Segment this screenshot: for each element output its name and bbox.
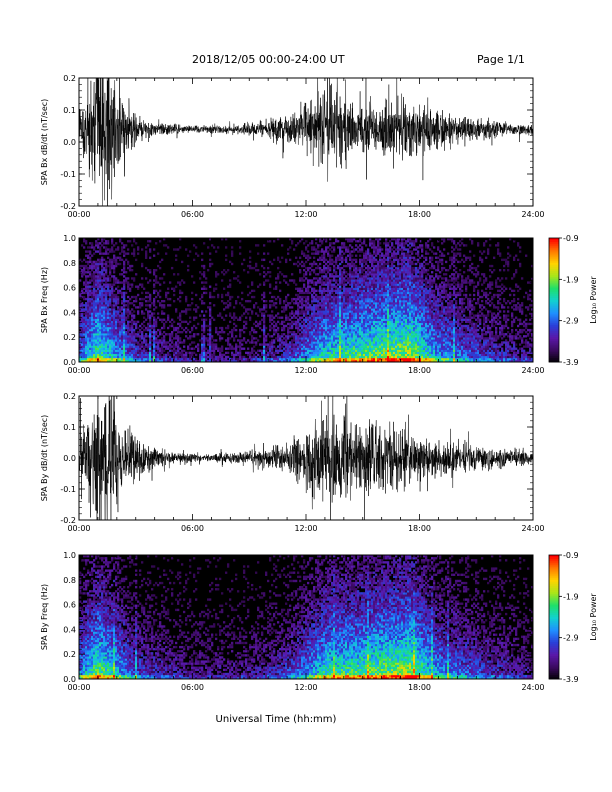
- y-tick-label: 0.8: [63, 259, 76, 268]
- x-tick-label: 18:00: [408, 210, 431, 219]
- panel-1-trace: [79, 78, 533, 206]
- colorbar-frame: [548, 237, 560, 363]
- x-axis-label: Universal Time (hh:mm): [216, 714, 337, 725]
- page-title: 2018/12/05 00:00-24:00 UT: [192, 53, 345, 66]
- colorbar-tick-label: -1.9: [563, 592, 579, 601]
- panel-4-spectrogram: [79, 555, 534, 680]
- x-tick-label: 24:00: [521, 524, 544, 533]
- x-tick-label: 06:00: [181, 524, 204, 533]
- x-tick-label: 24:00: [521, 366, 544, 375]
- y-tick-label: 1.0: [63, 551, 76, 560]
- x-tick-label: 06:00: [181, 366, 204, 375]
- y-tick-label: 0.4: [63, 308, 76, 317]
- y-axis-label: SPA By Freq (Hz): [40, 584, 49, 650]
- y-tick-label: 0.2: [63, 650, 76, 659]
- x-tick-label: 00:00: [67, 524, 90, 533]
- panel-1-axes: 00:00 06:00 12:00 18:00 24:00 0.2 0.1 0.0 -0.1 -0…: [40, 74, 545, 219]
- y-tick-label: 0.2: [63, 392, 76, 401]
- y-axis-label: SPA By dB/dt (nT/sec): [40, 415, 49, 502]
- x-tick-label: 12:00: [294, 210, 317, 219]
- colorbar-tick-label: -0.9: [563, 551, 579, 560]
- page-number: Page 1/1: [477, 53, 525, 66]
- x-tick-label: 18:00: [408, 524, 431, 533]
- colorbar-label: Log₁₀ Power: [589, 593, 598, 641]
- x-tick-label: 12:00: [294, 524, 317, 533]
- panel-2-axes: 00:00 06:00 12:00 18:00 24:00 1.0 0.8 0.6 0.4 0.2…: [40, 234, 545, 375]
- x-tick-label: 00:00: [67, 210, 90, 219]
- y-tick-label: 0.1: [63, 423, 76, 432]
- x-tick-label: 06:00: [181, 683, 204, 692]
- y-tick-label: 0.8: [63, 576, 76, 585]
- x-tick-label: 12:00: [294, 683, 317, 692]
- x-tick-label: 12:00: [294, 366, 317, 375]
- colorbar-tick-label: -0.9: [563, 234, 579, 243]
- y-tick-label: 1.0: [63, 234, 76, 243]
- y-tick-label: 0.1: [63, 106, 76, 115]
- panel-4-axes: 00:00 06:00 12:00 18:00 24:00 1.0 0.8 0.6 0.4 0.2…: [40, 551, 545, 692]
- y-axis-label: SPA Bx dB/dt (nT/sec): [40, 99, 49, 186]
- x-tick-label: 00:00: [67, 683, 90, 692]
- colorbar-tick-label: -1.9: [563, 275, 579, 284]
- x-tick-label: 24:00: [521, 683, 544, 692]
- y-tick-label: 0.2: [63, 333, 76, 342]
- y-tick-label: -0.2: [60, 202, 76, 211]
- panel-3-trace: [79, 396, 533, 520]
- x-tick-label: 06:00: [181, 210, 204, 219]
- y-axis-label: SPA Bx Freq (Hz): [40, 267, 49, 333]
- y-tick-label: 0.2: [63, 74, 76, 83]
- y-tick-label: 0.0: [63, 358, 76, 367]
- panel-3-axes: 00:00 06:00 12:00 18:00 24:00 0.2 0.1 0.0 -0.1 -0…: [40, 392, 545, 533]
- y-tick-label: -0.2: [60, 516, 76, 525]
- x-tick-label: 24:00: [521, 210, 544, 219]
- colorbar-tick-label: -3.9: [563, 675, 579, 684]
- y-tick-label: 0.0: [63, 138, 76, 147]
- colorbar-tick-label: -2.9: [563, 634, 579, 643]
- y-tick-label: 0.6: [63, 284, 76, 293]
- y-tick-label: -0.1: [60, 170, 76, 179]
- y-tick-label: 0.0: [63, 454, 76, 463]
- y-tick-label: 0.6: [63, 601, 76, 610]
- colorbar-label: Log₁₀ Power: [589, 276, 598, 324]
- panel-4-colorbar: -0.9 -1.9 -2.9 -3.9 Log₁₀ Power: [548, 551, 598, 684]
- colorbar-tick-label: -3.9: [563, 358, 579, 367]
- panel-2-spectrogram: [79, 238, 534, 363]
- y-tick-label: 0.4: [63, 625, 76, 634]
- x-tick-label: 00:00: [67, 366, 90, 375]
- panel-2-colorbar: -0.9 -1.9 -2.9 -3.9 Log₁₀ Power: [548, 234, 598, 367]
- x-tick-label: 18:00: [408, 366, 431, 375]
- colorbar-frame: [548, 554, 560, 680]
- y-tick-label: 0.0: [63, 675, 76, 684]
- x-tick-label: 18:00: [408, 683, 431, 692]
- y-tick-label: -0.1: [60, 485, 76, 494]
- colorbar-tick-label: -2.9: [563, 317, 579, 326]
